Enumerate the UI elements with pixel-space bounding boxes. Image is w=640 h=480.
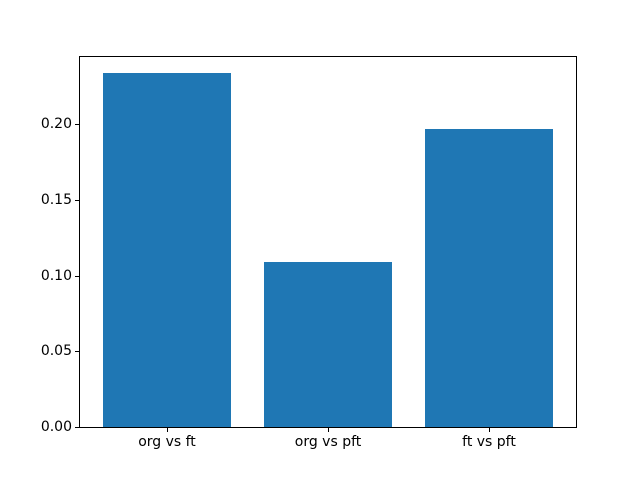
y-tick	[75, 200, 79, 201]
bar-org-vs-ft	[102, 72, 232, 427]
y-tick-label: 0.10	[40, 268, 72, 284]
axis-spine-bottom	[79, 427, 577, 428]
y-tick-label: 0.20	[40, 116, 72, 132]
y-tick-label: 0.05	[40, 343, 72, 359]
x-tick-label: org vs ft	[138, 434, 196, 450]
x-tick-label: ft vs pft	[462, 434, 516, 450]
bar-ft-vs-pft	[424, 128, 554, 427]
y-tick	[75, 427, 79, 428]
y-tick	[75, 124, 79, 125]
x-tick	[167, 428, 168, 432]
x-tick	[328, 428, 329, 432]
x-tick	[489, 428, 490, 432]
bar-org-vs-pft	[263, 262, 393, 427]
y-tick	[75, 351, 79, 352]
y-tick-label: 0.00	[40, 419, 72, 435]
axis-spine-top	[79, 56, 577, 57]
axis-spine-right	[576, 56, 577, 428]
axis-spine-left	[79, 56, 80, 428]
y-tick	[75, 276, 79, 277]
y-tick-label: 0.15	[40, 192, 72, 208]
x-tick-label: org vs pft	[294, 434, 362, 450]
